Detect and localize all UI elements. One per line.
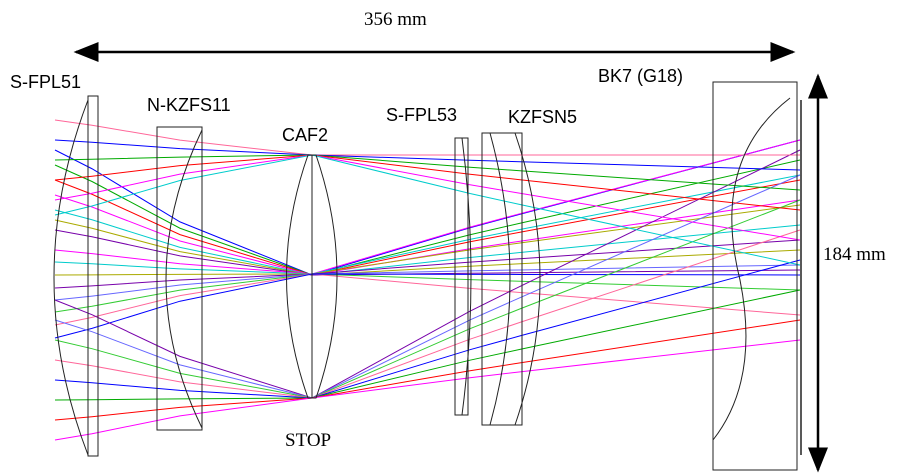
length-label: 356 mm <box>364 9 427 30</box>
lens-s-fpl51 <box>54 96 98 456</box>
lens-diagram: 356 mm 184 mm S-FPL51 N-KZFS11 CAF2 S-FP… <box>0 0 912 475</box>
lens-label: CAF2 <box>282 125 328 145</box>
lens-label: S-FPL51 <box>10 72 81 92</box>
lens-label: S-FPL53 <box>386 105 457 125</box>
ray <box>55 120 800 155</box>
lens-label: N-KZFS11 <box>147 95 231 115</box>
lens-label: KZFSN5 <box>508 107 577 127</box>
lens-n-kzfs11 <box>157 127 202 430</box>
lens-s-fpl53 <box>455 138 471 415</box>
lens-label: BK7 (G18) <box>598 66 683 86</box>
height-label: 184 mm <box>823 244 886 265</box>
lens-bk7 <box>713 82 801 470</box>
stop-label: STOP <box>285 430 331 451</box>
rays <box>55 120 800 440</box>
